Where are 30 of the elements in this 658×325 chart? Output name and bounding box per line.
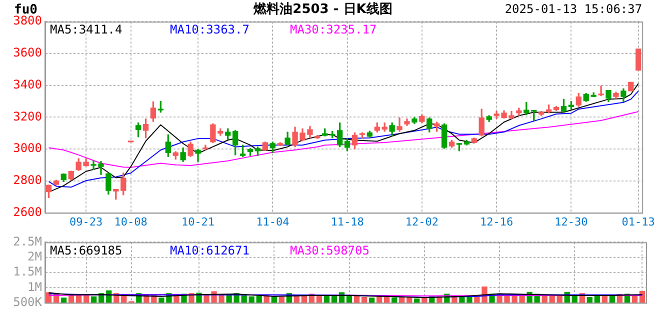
- x-tick-label: 12-16: [480, 215, 514, 228]
- y-tick-label: 1M: [28, 280, 42, 294]
- x-tick-label: 11-04: [256, 215, 290, 228]
- text: MA10:612671: [170, 243, 250, 258]
- y-tick-label: 3200: [13, 109, 42, 124]
- y-tick-label: 3800: [13, 14, 42, 28]
- candlestick: [636, 48, 642, 71]
- y-tick-label: 2.5M: [13, 234, 42, 248]
- y-tick-label: 3000: [13, 141, 42, 156]
- chart-title: 燃料油2503 - 日K线图: [252, 2, 392, 18]
- x-tick-label: 12-30: [554, 215, 588, 228]
- y-tick-label: 3600: [13, 46, 42, 60]
- y-tick-label: 3400: [13, 77, 42, 92]
- y-tick-label: 1.5M: [13, 264, 42, 279]
- x-tick-label: 11-18: [330, 215, 364, 228]
- text: MA30:3235.17: [290, 22, 377, 37]
- text: 2025-01-13 15:06:37: [504, 2, 642, 16]
- x-tick-label: 01-13: [622, 215, 655, 228]
- text: MA10:3363.7: [170, 22, 250, 37]
- x-tick-label: 10-21: [181, 215, 215, 228]
- x-tick-label: 12-02: [405, 215, 438, 228]
- text: MA5:669185: [50, 243, 122, 258]
- text: MA30:598705: [290, 243, 370, 258]
- x-tick-label: 10-08: [114, 215, 148, 228]
- y-tick-label: 2600: [13, 204, 42, 219]
- y-tick-label: 500K: [13, 294, 43, 309]
- y-tick-label: 2800: [13, 173, 42, 188]
- x-tick-label: 09-23: [69, 215, 103, 228]
- y-tick-label: 2M: [28, 249, 42, 264]
- text: MA5:3411.4: [50, 22, 122, 37]
